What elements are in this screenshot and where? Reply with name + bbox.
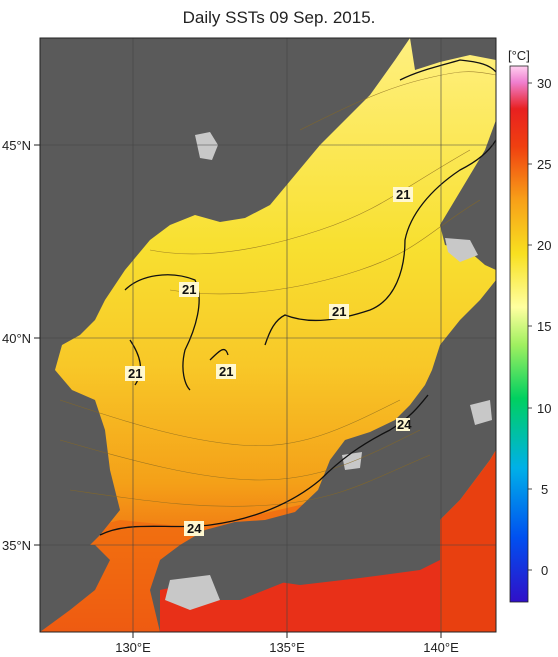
colorbar-tick-15: 15 (537, 319, 551, 334)
mainland-asia (40, 38, 410, 590)
contour-label-21: 21 (396, 187, 410, 202)
lon-tick-135: 135°E (269, 640, 305, 655)
contour-label-21: 21 (128, 366, 142, 381)
korea-south (40, 545, 110, 632)
honshu (150, 280, 496, 632)
contour-label-21: 21 (182, 282, 196, 297)
colorbar-scale (509, 65, 529, 603)
missing-data-patch (445, 238, 478, 262)
missing-data-patch (165, 575, 220, 610)
colorbar-tick-5: 5 (541, 482, 548, 497)
contour-label-24: 24 (187, 521, 202, 536)
lon-tick-130: 130°E (115, 640, 151, 655)
shikoku (200, 545, 300, 600)
colorbar-tick-10: 10 (537, 401, 551, 416)
lat-tick-40: 40°N (2, 331, 31, 346)
lat-axis: 45°N 40°N 35°N (2, 138, 40, 553)
map-title: Daily SSTs 09 Sep. 2015. (182, 8, 376, 27)
missing-data-patch (342, 452, 362, 470)
plot-frame (39, 37, 497, 633)
colorbar-tick-0: 0 (541, 563, 548, 578)
isotherms-thin (59, 71, 496, 507)
sakhalin (410, 38, 496, 70)
lon-axis: 130°E 135°E 140°E (115, 632, 459, 655)
colorbar-tick-25: 25 (537, 157, 551, 172)
isotherms-thick (99, 59, 496, 536)
colorbar-tick-20: 20 (537, 238, 551, 253)
colorbar-tick-30: 30 (537, 76, 551, 91)
pacific-sea (440, 450, 496, 632)
lake-khanka (195, 132, 218, 160)
lon-tick-140: 140°E (423, 640, 459, 655)
hokkaido (440, 120, 496, 270)
contour-label-21: 21 (332, 304, 346, 319)
lat-tick-45: 45°N (2, 138, 31, 153)
lat-tick-35: 35°N (2, 538, 31, 553)
contour-label-21: 21 (219, 364, 233, 379)
plot-area: 21 21 21 21 21 24 24 (40, 38, 496, 632)
contour-label-24-partial: 24 (397, 417, 412, 432)
missing-data-patch (470, 400, 492, 425)
graticule (40, 38, 496, 632)
colorbar-unit: [°C] (508, 48, 530, 63)
colorbar: [°C] 30 25 20 15 10 5 0 (508, 48, 551, 603)
contour-labels: 21 21 21 21 21 24 24 (125, 187, 413, 536)
